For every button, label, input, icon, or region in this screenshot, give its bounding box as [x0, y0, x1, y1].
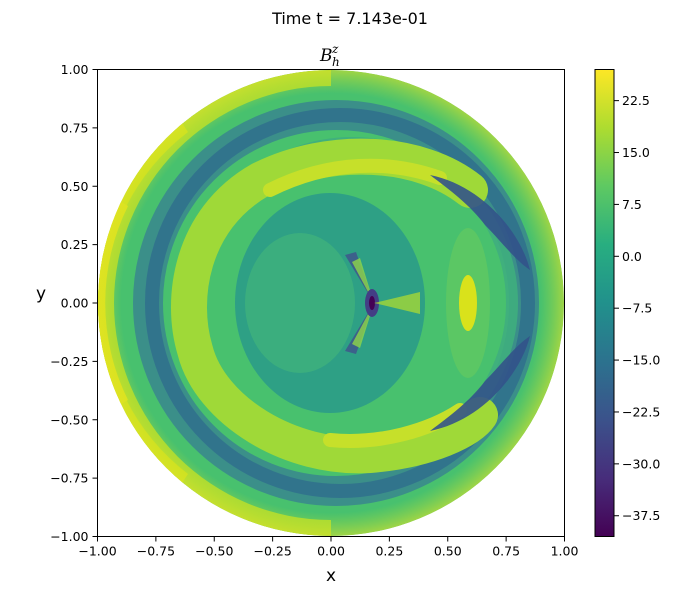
colorbar-ticks: 22.5 15.0 7.5 0.0 −7.5 −15.0 −22.5 −30.0 −37.5: [614, 93, 660, 523]
y-tick-label: 0.50: [61, 179, 89, 194]
colorbar-frame: [594, 69, 615, 537]
y-tick-label: −0.50: [50, 412, 88, 427]
x-tick-label: 0.75: [492, 544, 520, 559]
y-tick-label: −0.25: [50, 354, 88, 369]
colorbar-tick-label: 7.5: [622, 197, 642, 212]
x-tick-label: 0.25: [375, 544, 403, 559]
y-tick-label: 1.00: [61, 62, 89, 77]
x-tick-label: −0.50: [195, 544, 233, 559]
colorbar-tick-label: 0.0: [622, 249, 642, 264]
y-axis: −1.00 −0.75 −0.50 −0.25 0.00 0.25 0.50 0.75 1.00: [50, 62, 98, 544]
y-tick-label: −0.75: [50, 471, 88, 486]
colorbar-tick-label: −30.0: [622, 456, 660, 471]
colorbar-tick-label: 22.5: [622, 93, 650, 108]
colorbar: [595, 69, 614, 537]
plot-title: B h z: [319, 42, 340, 69]
x-tick-label: −0.25: [253, 544, 291, 559]
y-tick-label: 0.25: [61, 237, 89, 252]
y-tick-label: 0.00: [61, 296, 89, 311]
colorbar-tick-label: −37.5: [622, 508, 660, 523]
x-tick-label: 1.00: [551, 544, 579, 559]
field-disk: [98, 70, 564, 536]
x-tick-label: 0.50: [434, 544, 462, 559]
x-tick-label: 0.00: [317, 544, 345, 559]
x-axis: −1.00 −0.75 −0.50 −0.25 0.00 0.25 0.50 0.75 1.00: [78, 536, 579, 559]
y-tick-label: −1.00: [50, 529, 88, 544]
colorbar-tick-label: 15.0: [622, 145, 650, 160]
x-tick-label: −0.75: [137, 544, 175, 559]
colorbar-tick-label: −7.5: [622, 301, 652, 316]
plot-title-superscript: z: [331, 42, 339, 56]
x-axis-label: x: [326, 566, 336, 586]
colorbar-tick-label: −15.0: [622, 353, 660, 368]
colorbar-tick-label: −22.5: [622, 404, 660, 419]
plot-title-base: B: [319, 46, 333, 66]
y-axis-label: y: [36, 284, 46, 304]
y-tick-label: 0.75: [61, 120, 89, 135]
plot-title-subscript: h: [332, 55, 340, 69]
x-tick-label: −1.00: [78, 544, 116, 559]
figure-suptitle: Time t = 7.143e-01: [272, 9, 428, 28]
